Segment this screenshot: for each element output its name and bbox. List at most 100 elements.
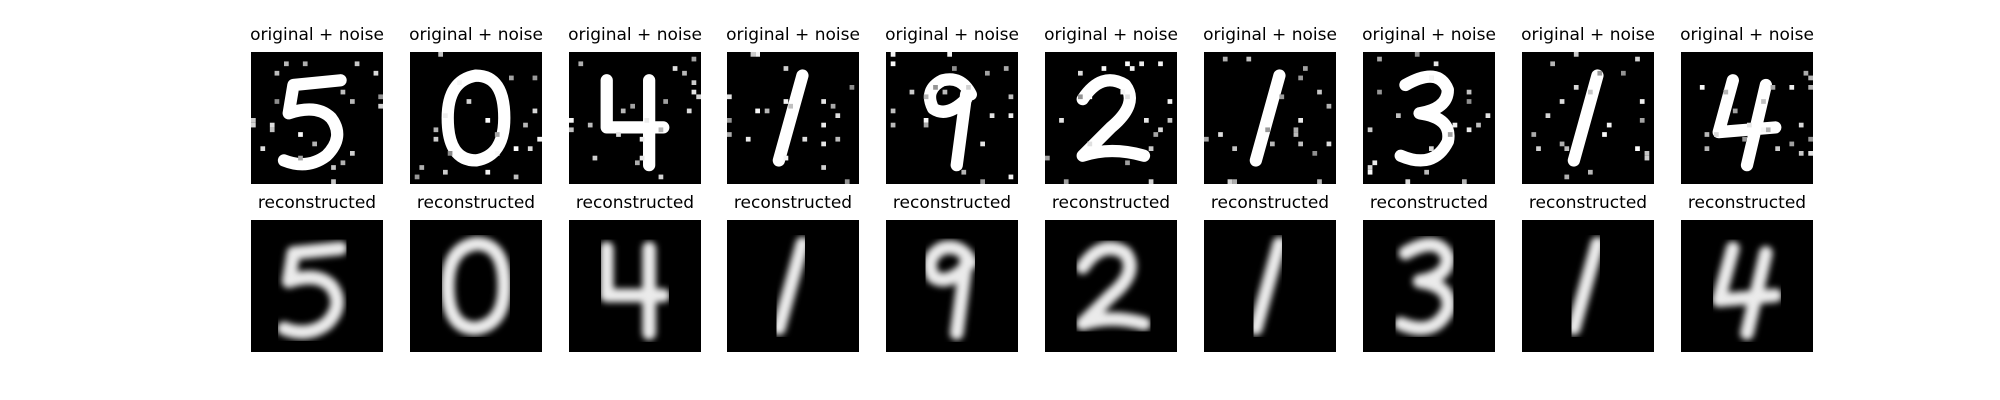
- noise-pixel: [1087, 94, 1093, 100]
- noise-pixel: [274, 99, 280, 104]
- reconstructed-panel: reconstructed: [1681, 168, 1813, 352]
- noise-pixel: [527, 146, 533, 151]
- noise-pixel: [1606, 122, 1612, 128]
- noise-pixel: [1789, 141, 1795, 147]
- noise-pixel: [1704, 146, 1710, 151]
- noise-pixel: [1303, 66, 1308, 71]
- reconstructed-panel: reconstructed: [410, 168, 542, 352]
- noise-pixel: [821, 165, 826, 170]
- noise-pixel: [578, 61, 584, 67]
- noise-pixel: [1377, 89, 1382, 95]
- noise-pixel: [532, 108, 538, 114]
- digit-stroke: [923, 240, 978, 340]
- noise-pixel: [1317, 89, 1322, 95]
- noise-pixel: [1447, 132, 1453, 137]
- digit-stroke: [772, 236, 810, 336]
- noise-pixel: [1232, 146, 1237, 151]
- noise-pixel: [696, 94, 701, 100]
- noise-pixel: [331, 165, 336, 170]
- panel-title: reconstructed: [733, 193, 853, 213]
- digit-stroke: [923, 73, 977, 172]
- noise-pixel: [1298, 141, 1303, 147]
- noise-pixel: [727, 94, 732, 100]
- noise-pixel: [1536, 146, 1541, 151]
- panel-title: reconstructed: [1528, 193, 1648, 213]
- noise-pixel: [509, 75, 514, 81]
- noise-pixel: [1148, 179, 1154, 184]
- noise-pixel: [350, 99, 355, 104]
- noise-pixel: [251, 122, 256, 128]
- noise-pixel: [1602, 132, 1607, 137]
- reconstructed-digit-image: [727, 220, 859, 352]
- noise-pixel: [961, 169, 967, 175]
- noise-pixel: [485, 169, 491, 175]
- noise-pixel: [682, 70, 687, 76]
- noise-pixel: [1293, 127, 1299, 133]
- noise-pixel: [1293, 132, 1299, 137]
- reconstructed-panel: reconstructed: [727, 168, 859, 352]
- panel-title: original + noise: [250, 25, 384, 45]
- noise-pixel: [1326, 103, 1332, 109]
- panel-title: reconstructed: [1369, 193, 1489, 213]
- panel-title: reconstructed: [1210, 193, 1330, 213]
- noise-pixel: [952, 66, 957, 71]
- noise-pixel: [1732, 108, 1738, 114]
- noisy-digit-image: [251, 52, 383, 184]
- noisy-panel: original + noise: [1680, 0, 1814, 184]
- digit-stroke: [1249, 69, 1286, 167]
- noise-pixel: [1139, 61, 1144, 67]
- noise-pixel: [1704, 132, 1710, 137]
- noise-pixel: [1222, 56, 1228, 62]
- noise-pixel: [312, 141, 317, 147]
- noise-pixel: [1255, 141, 1261, 147]
- noise-pixel: [1396, 113, 1401, 118]
- noise-pixel: [1087, 141, 1093, 147]
- noise-pixel: [942, 89, 948, 95]
- noise-pixel: [1770, 85, 1776, 90]
- reconstructed-digit-image: [1204, 220, 1336, 352]
- noise-pixel: [513, 174, 519, 180]
- noise-pixel: [457, 80, 462, 85]
- noise-pixel: [269, 122, 275, 128]
- noise-pixel: [260, 146, 266, 151]
- panel-title: original + noise: [568, 25, 702, 45]
- noise-pixel: [1414, 52, 1420, 57]
- noise-pixel: [1298, 75, 1303, 81]
- noise-pixel: [1550, 61, 1555, 67]
- reconstructed-panel: reconstructed: [569, 168, 701, 352]
- noisy-digit-image: [1522, 52, 1654, 184]
- panel-title: original + noise: [409, 25, 543, 45]
- noise-pixel: [1246, 56, 1252, 62]
- noise-pixel: [1723, 89, 1729, 95]
- noise-pixel: [433, 127, 439, 133]
- noisy-panel: original + noise: [1203, 0, 1337, 184]
- noise-pixel: [298, 132, 303, 137]
- noise-pixel: [1452, 122, 1458, 128]
- noise-pixel: [592, 155, 598, 161]
- noise-pixel: [1798, 122, 1804, 128]
- noisy-digit-image: [1681, 52, 1813, 184]
- noise-pixel: [251, 118, 256, 123]
- digit-stroke: [1394, 70, 1455, 167]
- noise-pixel: [985, 70, 990, 76]
- noise-pixel: [821, 99, 826, 104]
- noisy-digit-image: [1045, 52, 1177, 184]
- noise-pixel: [1639, 118, 1645, 123]
- noise-pixel: [635, 160, 640, 166]
- noise-pixel: [1265, 127, 1270, 133]
- noise-pixel: [331, 179, 336, 184]
- noise-pixel: [1125, 61, 1130, 67]
- digit-stroke: [277, 74, 347, 171]
- noise-pixel: [639, 155, 645, 161]
- noise-pixel: [587, 122, 593, 128]
- noise-pixel: [1008, 174, 1014, 180]
- noise-pixel: [890, 52, 896, 57]
- noise-pixel: [639, 136, 645, 142]
- noise-pixel: [1424, 169, 1429, 175]
- digit-stroke: [1711, 241, 1783, 340]
- noise-pixel: [537, 136, 542, 142]
- noise-pixel: [1232, 179, 1237, 184]
- noise-pixel: [835, 136, 841, 142]
- digit-stroke: [1567, 69, 1604, 167]
- noise-pixel: [835, 113, 841, 118]
